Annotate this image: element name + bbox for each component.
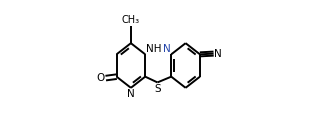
Text: CH₃: CH₃	[122, 15, 140, 25]
Text: N: N	[127, 89, 135, 99]
Text: S: S	[154, 84, 161, 94]
Text: N: N	[215, 49, 222, 59]
Text: O: O	[96, 73, 105, 83]
Text: N: N	[163, 44, 170, 54]
Text: NH: NH	[146, 44, 162, 54]
